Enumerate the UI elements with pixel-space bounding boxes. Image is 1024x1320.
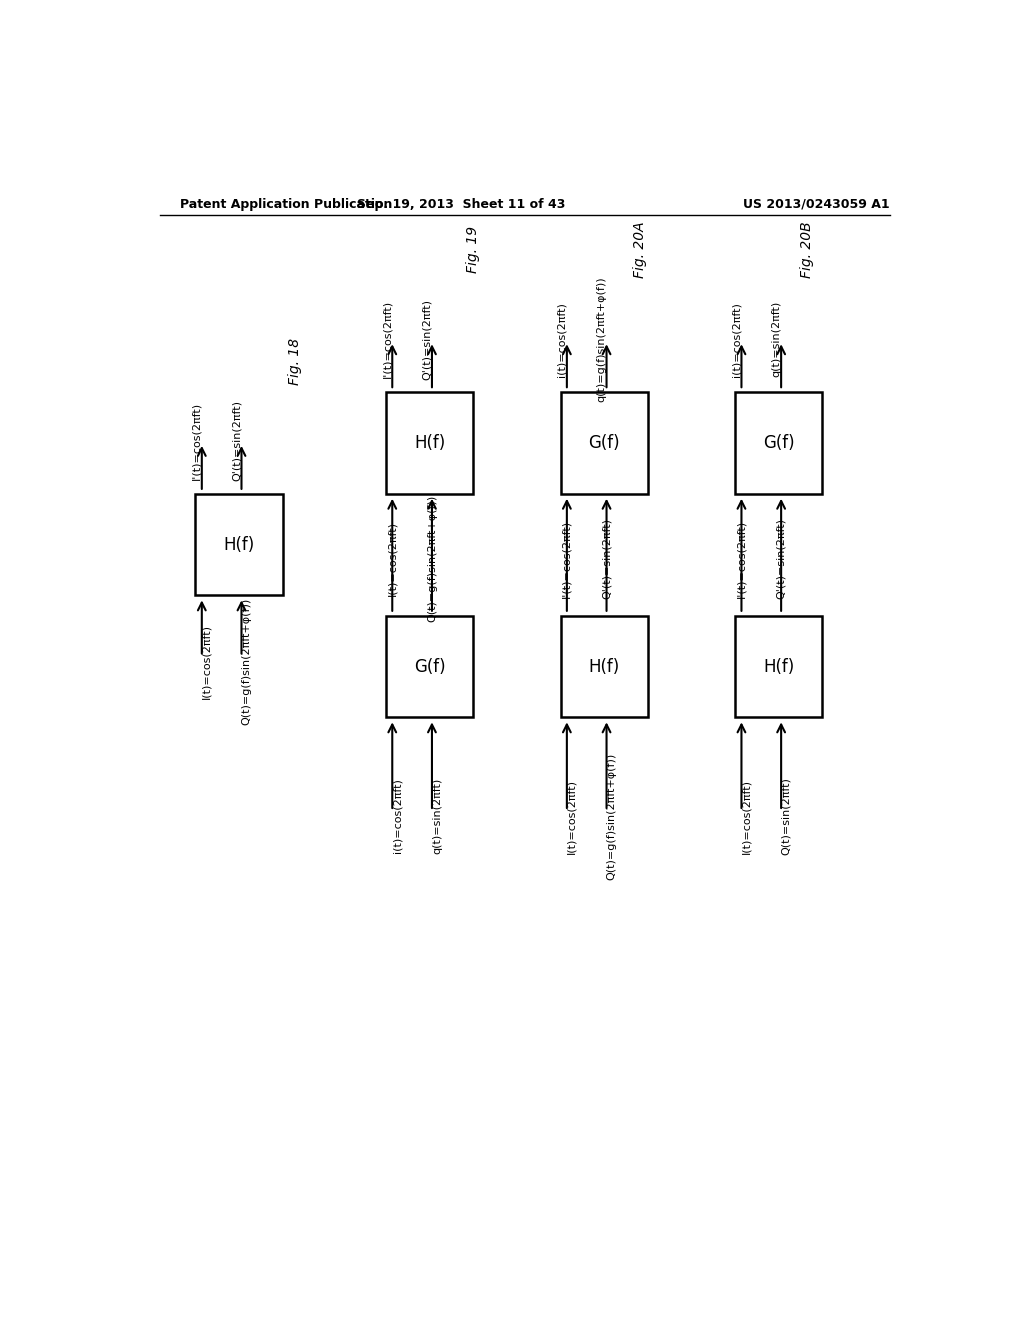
Text: H(f): H(f) (223, 536, 255, 553)
Text: Fig. 18: Fig. 18 (288, 338, 302, 385)
Bar (386, 615, 473, 718)
Text: Q(t)=g(f)sin(2πft+φ(f)): Q(t)=g(f)sin(2πft+φ(f)) (242, 598, 252, 725)
Text: Fig. 20B: Fig. 20B (800, 222, 813, 279)
Text: q(t)=sin(2πft): q(t)=sin(2πft) (771, 301, 781, 378)
Bar (560, 392, 648, 494)
Text: Q(t)=g(f)sin(2πft+φ(f)): Q(t)=g(f)sin(2πft+φ(f)) (427, 495, 437, 623)
Text: I'(t)=cos(2πft): I'(t)=cos(2πft) (382, 300, 392, 379)
Bar (196, 494, 283, 595)
Text: Q(t)=sin(2πft): Q(t)=sin(2πft) (781, 777, 792, 855)
Text: G(f): G(f) (589, 434, 620, 451)
Text: Q(t)=g(f)sin(2πft+φ(f)): Q(t)=g(f)sin(2πft+φ(f)) (606, 752, 616, 879)
Text: q(t)=sin(2πft): q(t)=sin(2πft) (432, 777, 442, 854)
Text: H(f): H(f) (414, 434, 445, 451)
Bar (386, 392, 473, 494)
Text: I(t)=cos(2πft): I(t)=cos(2πft) (387, 521, 397, 597)
Text: i(t)=cos(2πft): i(t)=cos(2πft) (392, 779, 402, 854)
Text: i(t)=cos(2πft): i(t)=cos(2πft) (557, 302, 567, 376)
Text: Fig. 20A: Fig. 20A (633, 222, 647, 279)
Text: I(t)=cos(2πft): I(t)=cos(2πft) (202, 624, 212, 700)
Text: I(t)=cos(2πft): I(t)=cos(2πft) (567, 779, 577, 854)
Text: I'(t)=cos(2πft): I'(t)=cos(2πft) (562, 520, 571, 598)
Text: G(f): G(f) (414, 657, 445, 676)
Text: Q'(t)=sin(2πft): Q'(t)=sin(2πft) (601, 519, 611, 599)
Text: Sep. 19, 2013  Sheet 11 of 43: Sep. 19, 2013 Sheet 11 of 43 (357, 198, 565, 211)
Text: Q'(t)=sin(2πft): Q'(t)=sin(2πft) (422, 298, 432, 380)
Bar (735, 615, 822, 718)
Text: I(t)=cos(2πft): I(t)=cos(2πft) (741, 779, 752, 854)
Text: q(t)=g(f)sin(2πft+φ(f)): q(t)=g(f)sin(2πft+φ(f)) (597, 276, 606, 403)
Text: i(t)=cos(2πft): i(t)=cos(2πft) (731, 302, 741, 376)
Text: H(f): H(f) (589, 657, 620, 676)
Text: H(f): H(f) (763, 657, 795, 676)
Text: Fig. 19: Fig. 19 (466, 226, 480, 273)
Bar (735, 392, 822, 494)
Text: Patent Application Publication: Patent Application Publication (179, 198, 392, 211)
Text: Q'(t)=sin(2πft): Q'(t)=sin(2πft) (231, 400, 242, 482)
Text: Q'(t)=sin(2πft): Q'(t)=sin(2πft) (776, 519, 786, 599)
Text: G(f): G(f) (763, 434, 795, 451)
Bar (560, 615, 648, 718)
Text: I'(t)=cos(2πft): I'(t)=cos(2πft) (191, 401, 202, 480)
Text: US 2013/0243059 A1: US 2013/0243059 A1 (743, 198, 890, 211)
Text: I'(t)=cos(2πft): I'(t)=cos(2πft) (736, 520, 746, 598)
